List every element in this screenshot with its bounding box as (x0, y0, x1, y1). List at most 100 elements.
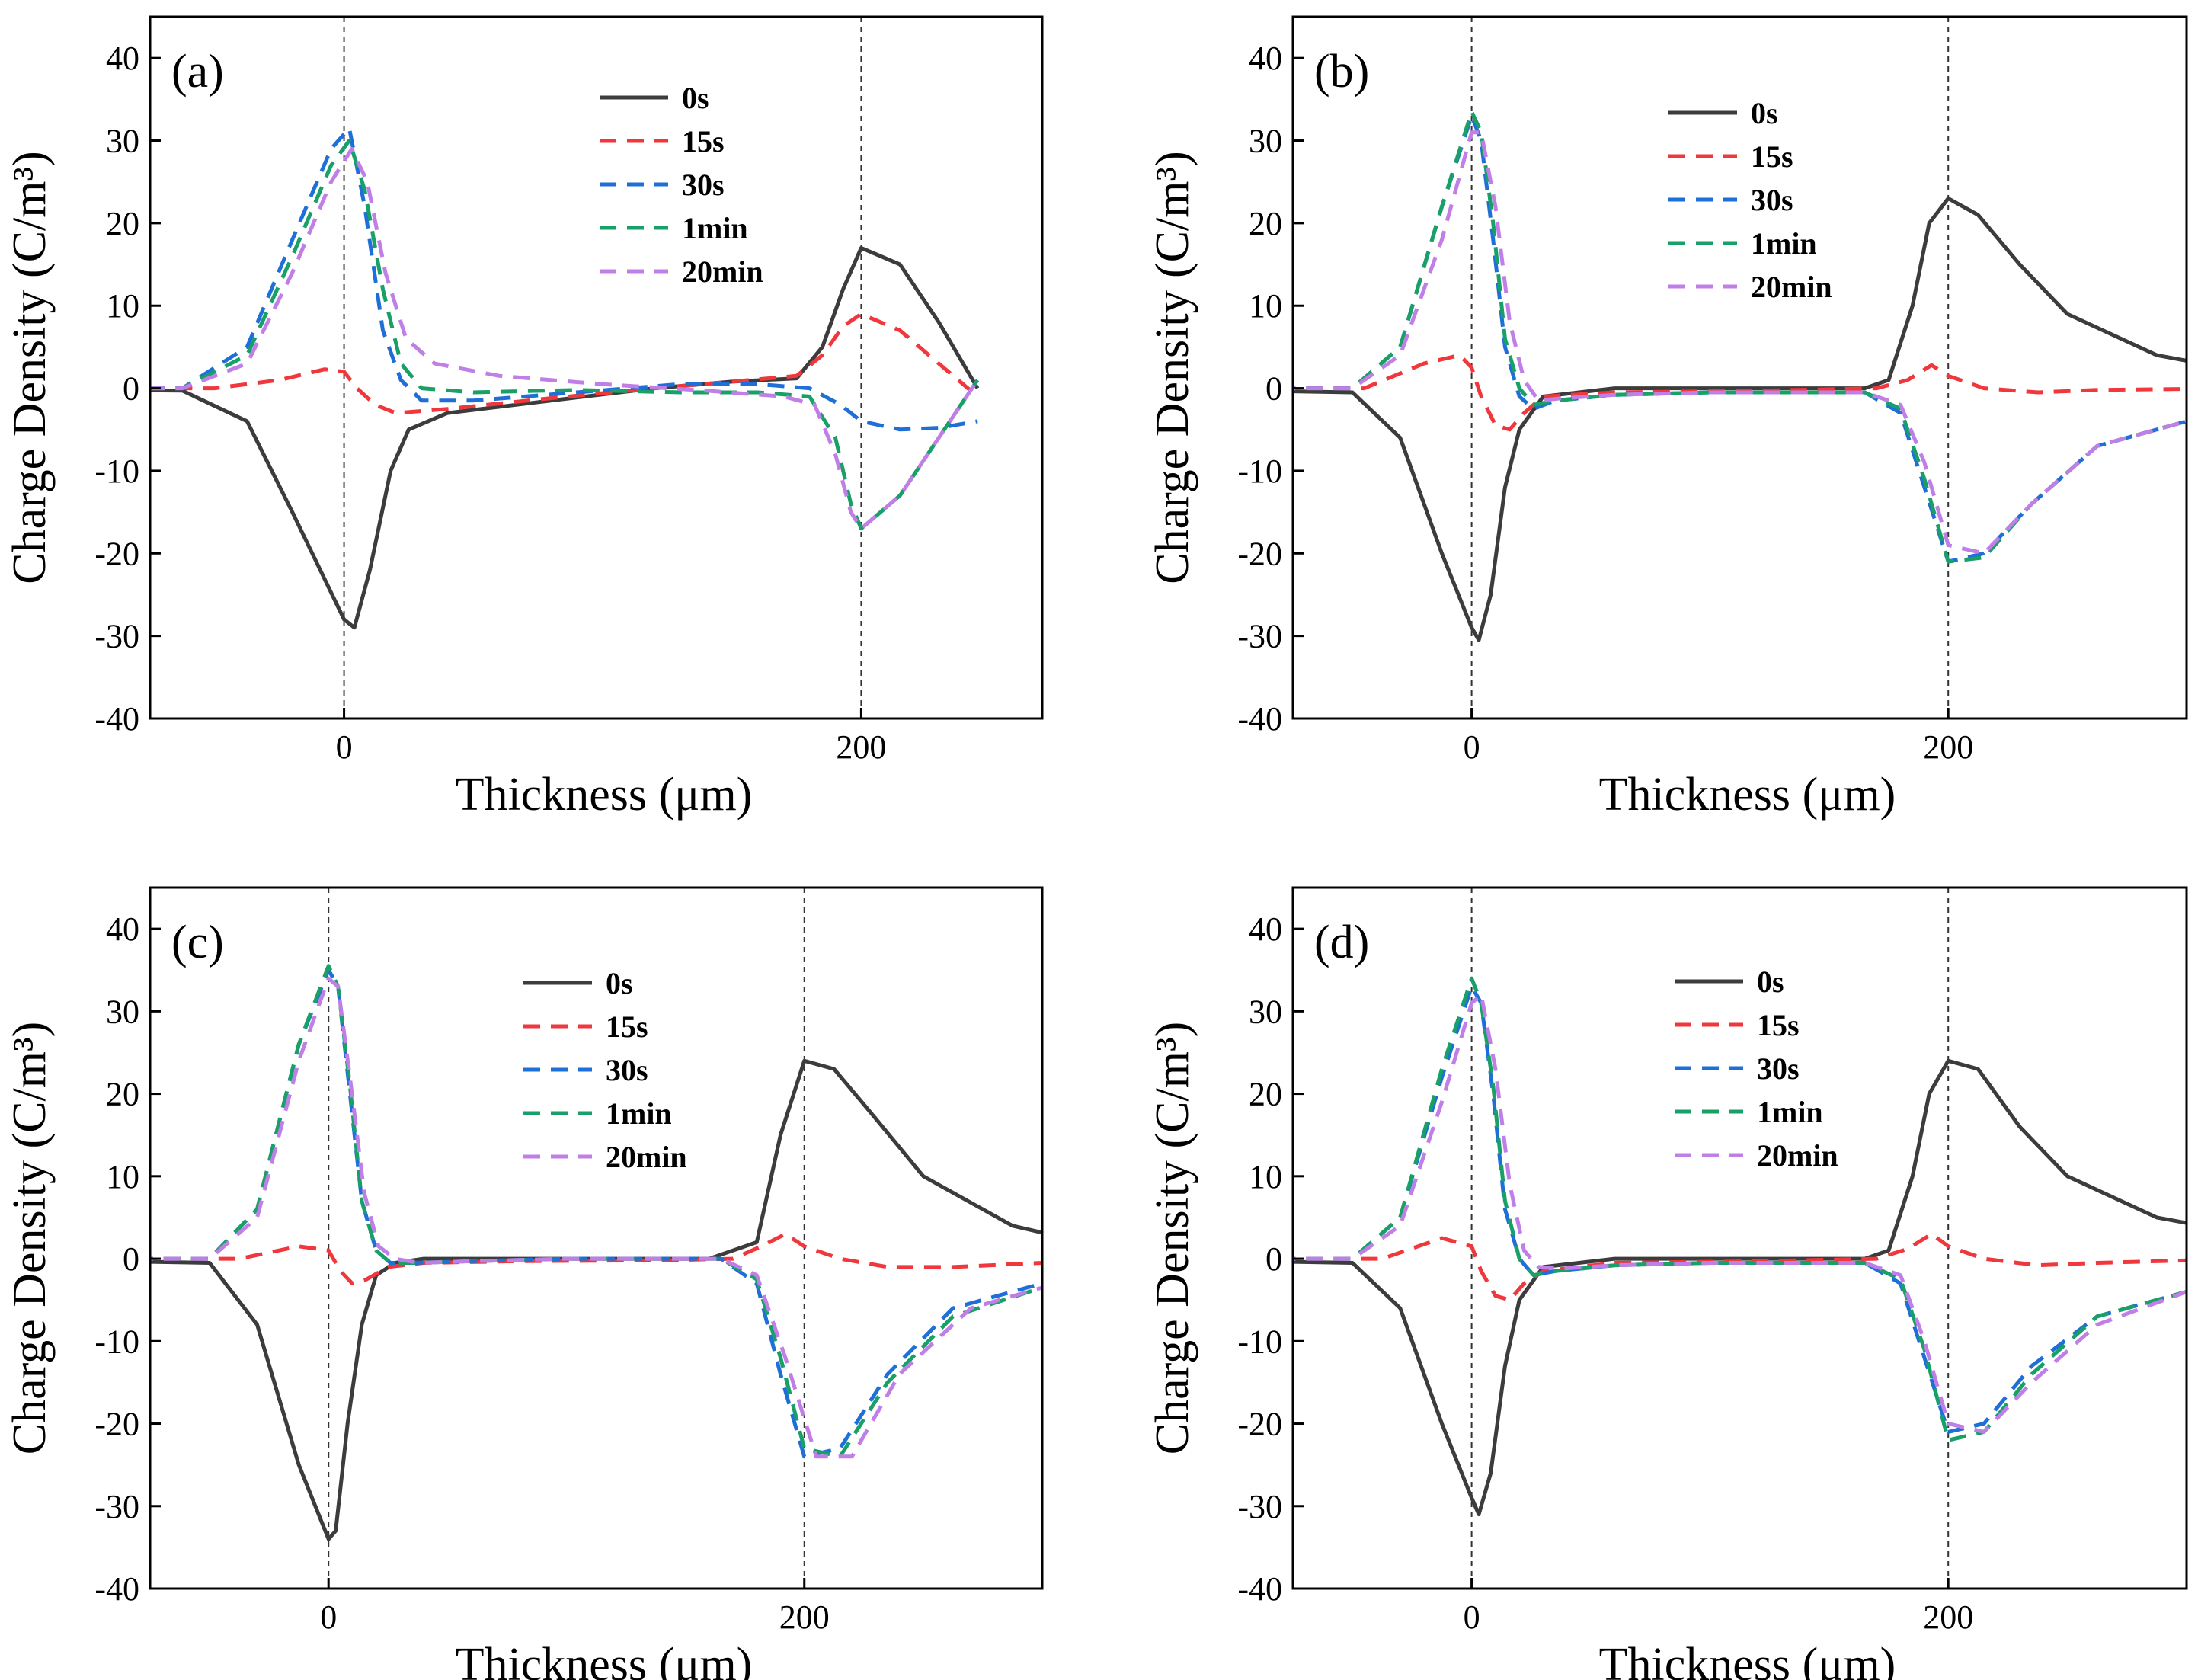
y-tick-label: 0 (123, 1240, 139, 1278)
series-line-1min (150, 139, 980, 531)
y-tick-label: -10 (1237, 1323, 1282, 1360)
series-line-1min (1293, 110, 2187, 564)
series-line-20min (1293, 993, 2187, 1434)
legend: 0s 15s 30s 1min 20min (523, 966, 687, 1174)
chart-panel-d: -40 -30 -20 -10 0 10 20 30 40 0 200 Thickness (μm) C… (1147, 886, 2188, 1680)
y-tick-label: -30 (1237, 1488, 1282, 1525)
x-tick-label: 0 (336, 728, 353, 766)
legend-label-30s: 30s (1751, 183, 1793, 217)
legend-label-30s: 30s (606, 1053, 648, 1087)
y-tick-label: 10 (1249, 287, 1282, 325)
chart-panel-b: -40 -30 -20 -10 0 10 20 30 40 0 200 Thickness (μm) C… (1147, 15, 2188, 821)
y-tick-label: 30 (106, 123, 139, 160)
x-tick-label: 200 (779, 1598, 830, 1636)
y-tick-label: 40 (106, 910, 139, 948)
y-tick-label: -20 (1237, 535, 1282, 572)
legend-label-20min: 20min (682, 254, 763, 289)
y-axis-title: Charge Density (C/m³) (1147, 151, 1198, 584)
y-tick-label: 30 (1249, 993, 1282, 1030)
x-tick-label: 0 (320, 1598, 337, 1636)
legend-label-15s: 15s (606, 1010, 648, 1044)
series-line-30s (1293, 984, 2187, 1434)
x-tick-label: 200 (1923, 728, 1973, 766)
plot-frame (149, 15, 1044, 720)
y-tick-label: -40 (1237, 700, 1282, 738)
series-line-0s (150, 1058, 1042, 1541)
y-axis-title: Charge Density (C/m³) (4, 1022, 56, 1454)
plot-frame (1291, 15, 2188, 720)
series-line-0s (1293, 196, 2187, 642)
panel-label: (a) (171, 46, 224, 98)
series-line-30s (150, 968, 1042, 1459)
x-axis-title: Thickness (μm) (456, 769, 753, 821)
y-tick-label: 30 (106, 993, 139, 1030)
chart-panel-a: -40 -30 -20 -10 0 10 20 30 40 0 200 Thickness (μm) C… (4, 15, 1044, 821)
series-line-15s (150, 312, 979, 415)
y-tick-label: 20 (106, 1076, 139, 1113)
series-line-0s (1293, 1058, 2187, 1517)
y-tick-label: 20 (106, 205, 139, 242)
y-tick-label: -20 (94, 535, 139, 572)
series-line-1min (150, 964, 1042, 1459)
legend-label-1min: 1min (1751, 226, 1817, 261)
y-tick-label: -30 (94, 1488, 139, 1525)
series-line-15s (1293, 353, 2187, 432)
legend-label-0s: 0s (1751, 96, 1778, 130)
legend-label-1min: 1min (1757, 1095, 1823, 1129)
y-tick-label: -10 (1237, 453, 1282, 490)
series-line-15s (1293, 1232, 2187, 1302)
y-tick-label: -40 (1237, 1570, 1282, 1608)
legend-label-20min: 20min (1751, 270, 1832, 304)
y-tick-label: -30 (94, 618, 139, 655)
y-tick-label: -10 (94, 1323, 139, 1360)
x-axis-title: Thickness (μm) (1599, 1639, 1896, 1680)
y-tick-label: -10 (94, 453, 139, 490)
y-tick-label: 0 (123, 370, 139, 408)
series-line-20min (1293, 130, 2187, 555)
y-tick-label: -30 (1237, 618, 1282, 655)
legend-label-0s: 0s (682, 81, 709, 115)
series-line-20min (150, 976, 1042, 1459)
panel-label: (b) (1314, 46, 1369, 98)
series-line-20min (150, 146, 980, 531)
series-line-30s (1293, 114, 2187, 564)
y-axis-title: Charge Density (C/m³) (1147, 1022, 1198, 1454)
y-tick-label: -40 (94, 700, 139, 738)
legend-label-20min: 20min (606, 1140, 687, 1174)
x-tick-label: 200 (1923, 1598, 1973, 1636)
legend-label-1min: 1min (682, 211, 748, 245)
y-tick-label: 0 (1265, 370, 1282, 408)
plot-frame (1291, 886, 2188, 1590)
y-tick-label: 20 (1249, 1076, 1282, 1113)
y-tick-label: 0 (1265, 1240, 1282, 1278)
legend-label-0s: 0s (1757, 965, 1784, 999)
y-tick-label: 40 (1249, 40, 1282, 77)
legend-label-30s: 30s (1757, 1051, 1800, 1086)
legend: 0s 15s 30s 1min 20min (1668, 96, 1832, 304)
y-tick-label: 30 (1249, 123, 1282, 160)
legend-label-0s: 0s (606, 966, 633, 1000)
chart-panel-c: -40 -30 -20 -10 0 10 20 30 40 0 200 Thickness (μm) C… (4, 886, 1044, 1680)
y-tick-label: -20 (1237, 1406, 1282, 1443)
y-tick-label: 10 (106, 287, 139, 325)
y-tick-label: 10 (1249, 1158, 1282, 1195)
legend: 0s 15s 30s 1min 20min (600, 81, 763, 289)
legend-label-1min: 1min (606, 1096, 672, 1131)
x-axis-title: Thickness (μm) (1599, 769, 1896, 821)
y-tick-label: 20 (1249, 205, 1282, 242)
y-tick-label: -20 (94, 1406, 139, 1443)
panel-label: (c) (171, 917, 224, 968)
y-tick-label: -40 (94, 1570, 139, 1608)
series-line-15s (150, 1232, 1042, 1285)
legend: 0s 15s 30s 1min 20min (1675, 965, 1838, 1173)
plot-frame (149, 886, 1044, 1590)
legend-label-30s: 30s (682, 168, 725, 202)
series-line-1min (1293, 976, 2187, 1442)
panel-label: (d) (1314, 917, 1369, 968)
y-tick-label: 40 (106, 40, 139, 77)
x-axis-title: Thickness (μm) (456, 1639, 753, 1680)
series-line-30s (150, 126, 978, 432)
x-tick-label: 200 (836, 728, 886, 766)
y-tick-label: 10 (106, 1158, 139, 1195)
